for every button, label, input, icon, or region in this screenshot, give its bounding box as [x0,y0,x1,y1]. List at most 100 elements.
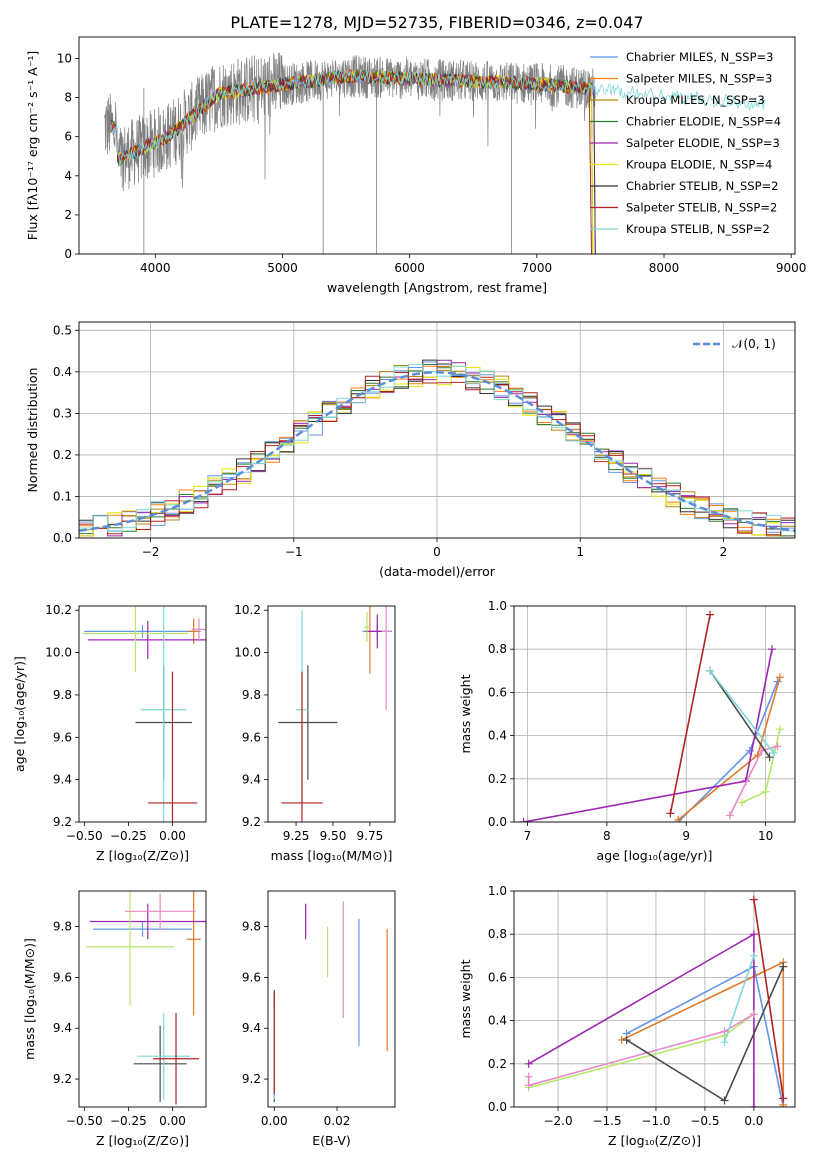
age_vs_Z-ylabel: age [log₁₀(age/yr)] [12,656,27,772]
age_vs_Z-xlabel: Z [log₁₀(Z/Z⊙)] [96,848,189,863]
spectrum-ytick-label-3: 6 [64,130,72,144]
weight_vs_age-marker-6-1 [769,748,778,757]
weight_vs_age-ylabel: mass weight [458,674,473,753]
weight_vs_Z-ytick-label-1: 0.2 [488,1057,507,1071]
residuals-ytick-label-0: 0.0 [53,531,72,545]
mass_vs_ebv-ytick-label-3: 9.8 [242,920,261,934]
mass_vs_Z-xtick-label-2: 0.00 [159,1114,186,1128]
weight_vs_Z-xtick-label-2: −1.0 [641,1114,670,1128]
spectrum-xtick-label-5: 9000 [776,261,807,275]
age_vs_Z-ytick-label-4: 10.0 [45,646,72,660]
weight_vs_Z-xtick-label-3: −0.5 [690,1114,719,1128]
weight_vs_Z-marker-4-3 [749,1010,758,1019]
spectrum-xtick-label-4: 8000 [649,261,680,275]
spectrum-legend-label-6: Chabrier STELIB, N_SSP=2 [626,179,778,193]
residual-hist-1 [79,365,795,537]
age_vs_mass-xtick-label-2: 9.75 [357,829,384,843]
weight_vs_age-marker-2-0 [519,818,528,822]
spectrum-legend-label-3: Chabrier ELODIE, N_SSP=4 [626,115,781,129]
residuals-xtick-label-2: 0 [433,545,441,559]
observed-spectrum [104,52,596,191]
age_vs_Z-ytick-label-5: 10.2 [45,603,72,617]
age_vs_mass-xtick-label-0: 9.25 [283,829,310,843]
age_vs_mass-plot-area [278,606,393,822]
weight_vs_Z-marker-5-1 [720,1096,729,1105]
residuals-ytick-label-1: 0.1 [53,489,72,503]
weight_vs_Z-ytick-label-5: 1.0 [488,884,507,898]
weight_vs_age-xlabel: age [log₁₀(age/yr)] [597,848,713,863]
weight_vs_age-marker-3-2 [775,725,784,734]
mass_vs_Z-frame [78,890,207,1108]
residuals-ytick-label-3: 0.3 [53,406,72,420]
weight_vs_Z-ytick-label-0: 0.0 [488,1100,507,1114]
weight_vs_age-xtick-label-1: 8 [603,829,611,843]
weight_vs_Z-line-4 [527,1013,755,1087]
weight_vs_Z-marker-2-0 [524,1059,533,1068]
weight_vs_Z-ytick-label-2: 0.4 [488,1014,507,1028]
weight_vs_age-xtick-label-2: 9 [682,829,690,843]
spectrum-ytick-label-2: 4 [64,169,72,183]
weight_vs_age-line-5 [709,670,771,758]
weight_vs_age-line-3 [741,728,781,804]
spectrum-legend-label-0: Chabrier MILES, N_SSP=3 [626,50,773,64]
mass_vs_Z-plot-area [86,891,206,1105]
weight_vs_Z-marker-2-2 [749,1103,758,1107]
weight_vs_Z-xtick-label-4: 0.0 [744,1114,763,1128]
weight_vs_Z-ylabel: mass weight [458,959,473,1038]
spectrum-ytick-label-4: 8 [64,91,72,105]
weight_vs_Z-marker-7-1 [779,1094,788,1103]
weight_vs_Z-marker-2-1 [749,930,758,939]
residual-hist-7 [79,372,795,536]
age_vs_mass-ytick-label-2: 9.6 [242,730,261,744]
residual-legend-label: 𝒩(0, 1) [732,337,776,351]
residual-hist-4 [79,359,795,537]
weight_vs_age-xtick-label-3: 10 [758,829,773,843]
age_vs_mass-ytick-label-0: 9.2 [242,815,261,829]
mass_vs_ebv-ytick-label-2: 9.6 [242,970,261,984]
age_vs_Z-ytick-label-1: 9.4 [53,773,72,787]
residuals-xtick-label-3: 1 [576,545,584,559]
mass_vs_ebv-xlabel: E(B-V) [312,1133,351,1148]
weight_vs_age-ytick-label-4: 0.8 [488,642,507,656]
age_vs_Z-xtick-label-1: −0.25 [110,829,147,843]
weight_vs_Z-marker-6-1 [749,951,758,960]
residuals-xtick-label-0: −2 [142,545,160,559]
age_vs_Z-ytick-label-2: 9.6 [53,730,72,744]
mass_vs_ebv-plot-area [273,901,388,1102]
residuals-ytick-label-2: 0.2 [53,448,72,462]
residuals-xtick-label-4: 2 [720,545,728,559]
residual-hist-3 [79,364,795,537]
weight_vs_age-marker-1-2 [775,673,784,682]
spectrum-ylabel: Flux [fλ10⁻¹⁷ erg cm⁻² s⁻¹ A⁻¹] [25,51,40,240]
weight_vs_age-marker-1-0 [674,815,683,822]
mass_vs_ebv-xtick-label-1: 0.02 [324,1114,351,1128]
weight_vs_Z-xtick-label-1: −1.5 [592,1114,621,1128]
spectrum-legend-label-2: Kroupa MILES, N_SSP=3 [626,93,765,107]
age_vs_mass-xlabel: mass [log₁₀(M/M⊙)] [271,848,393,863]
spectrum-legend-label-1: Salpeter MILES, N_SSP=3 [626,72,772,86]
spectrum-xtick-label-0: 4000 [140,261,171,275]
weight_vs_Z-marker-5-2 [779,962,788,971]
weight_vs_age-ytick-label-0: 0.0 [488,815,507,829]
residuals-frame [78,321,796,539]
age_vs_Z-xtick-label-0: −0.50 [66,829,103,843]
weight_vs_age-marker-7-1 [706,610,715,619]
weight_vs_Z-marker-7-0 [749,895,758,904]
weight_vs_Z-marker-4-0 [524,1072,533,1081]
spectrum-xlabel: wavelength [Angstrom, rest frame] [327,280,547,295]
weight_vs_Z-line-6 [723,955,755,1043]
mass_vs_Z-ytick-label-0: 9.2 [53,1072,72,1086]
mass_vs_Z-ytick-label-2: 9.6 [53,970,72,984]
age_vs_mass-frame [267,605,396,823]
weight_vs_Z-frame [513,890,796,1108]
figure-title: PLATE=1278, MJD=52735, FIBERID=0346, z=0… [230,13,643,32]
spectrum-legend-label-8: Kroupa STELIB, N_SSP=2 [626,222,770,236]
weight_vs_age-marker-4-0 [725,811,734,820]
age_vs_mass-ytick-label-4: 10.0 [234,646,261,660]
weight_vs_age-ytick-label-1: 0.2 [488,772,507,786]
weight_vs_Z-ytick-label-3: 0.6 [488,970,507,984]
weight_vs_age-marker-6-0 [706,666,715,675]
age_vs_Z-plot-area [82,606,206,822]
age_vs_mass-ytick-label-1: 9.4 [242,773,261,787]
